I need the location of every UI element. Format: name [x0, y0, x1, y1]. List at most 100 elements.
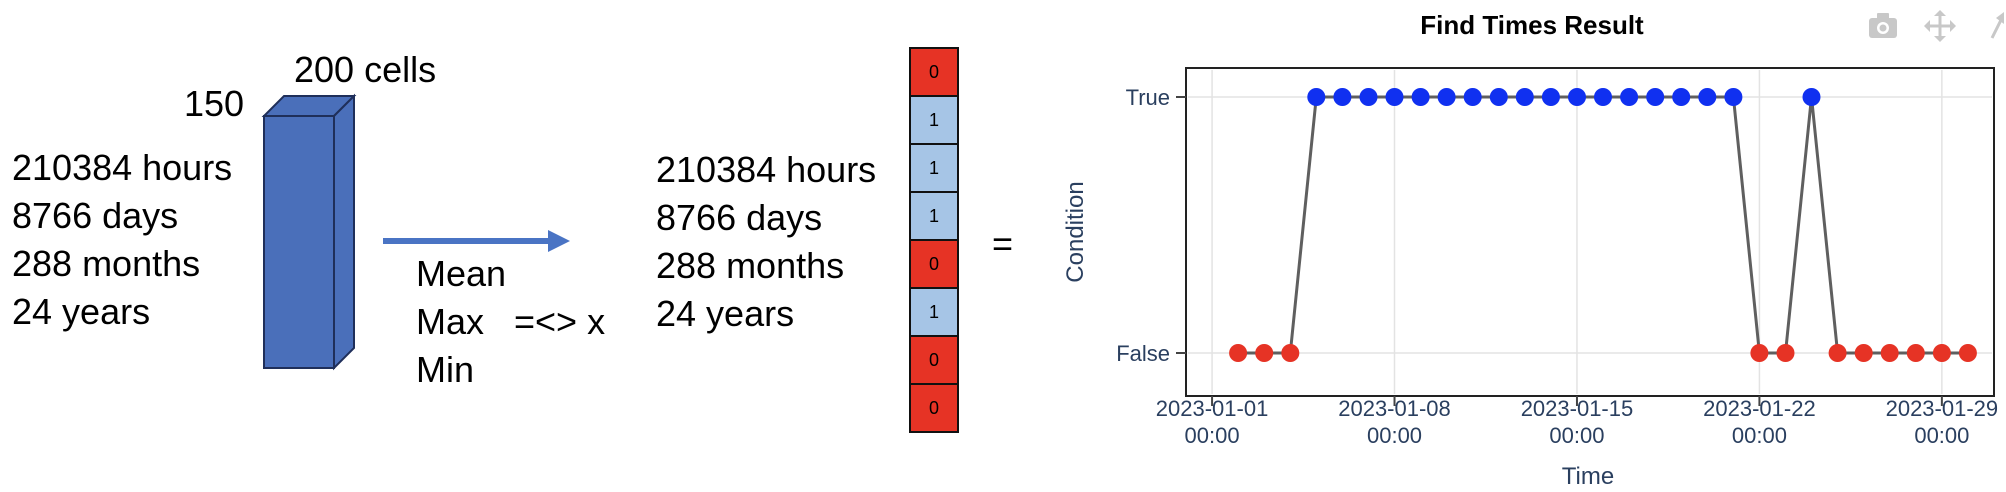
y-axis-title: Condition — [1062, 181, 1089, 282]
output-cell: 0 — [909, 383, 959, 433]
data-point[interactable] — [1385, 88, 1404, 106]
output-time-months: 288 months — [656, 245, 844, 286]
x-tick-label-time: 00:00 — [1367, 423, 1422, 448]
output-cell-box — [909, 239, 959, 289]
data-point[interactable] — [1359, 88, 1378, 106]
data-point[interactable] — [1880, 344, 1899, 362]
x-tick-label-time: 00:00 — [1549, 423, 1604, 448]
output-cell-value: 1 — [929, 302, 939, 322]
input-time-days: 8766 days — [12, 195, 178, 236]
camera-icon[interactable] — [1869, 13, 1897, 38]
chart-title: Find Times Result — [1420, 10, 1644, 40]
output-cell-value: 0 — [929, 62, 939, 82]
input-time-dimensions: 210384 hours 8766 days 288 months 24 yea… — [12, 147, 232, 332]
pan-icon[interactable] — [1924, 10, 1956, 42]
cube-depth-label: 150 — [184, 83, 244, 124]
output-cell-box — [909, 383, 959, 433]
x-tick-label-time: 00:00 — [1185, 423, 1240, 448]
x-tick-label: 2023-01-22 — [1703, 396, 1816, 421]
data-point[interactable] — [1281, 344, 1300, 362]
data-point[interactable] — [1437, 88, 1456, 106]
output-cell-box — [909, 335, 959, 385]
output-cell-value: 1 — [929, 206, 939, 226]
operation-arrow — [383, 230, 570, 252]
data-point[interactable] — [1698, 88, 1717, 106]
output-cell-box — [909, 191, 959, 241]
function-min: Min — [416, 349, 474, 390]
data-point[interactable] — [1541, 88, 1560, 106]
data-point[interactable] — [1594, 88, 1612, 106]
output-time-years: 24 years — [656, 293, 794, 334]
output-cell: 1 — [909, 191, 959, 241]
x-tick-label-time: 00:00 — [1914, 423, 1969, 448]
output-cell: 0 — [909, 335, 959, 385]
data-point[interactable] — [1620, 88, 1639, 106]
data-point[interactable] — [1828, 344, 1847, 362]
y-axis: False True — [1116, 85, 1186, 366]
x-tick-label: 2023-01-29 — [1886, 396, 1999, 421]
input-time-months: 288 months — [12, 243, 200, 284]
x-axis: 2023-01-0100:002023-01-0800:002023-01-15… — [1156, 396, 1998, 448]
series-markers — [1229, 88, 1977, 362]
data-point[interactable] — [1333, 88, 1352, 106]
data-point[interactable] — [1906, 344, 1925, 362]
x-tick-label: 2023-01-15 — [1521, 396, 1634, 421]
data-point[interactable] — [1229, 344, 1248, 362]
input-time-years: 24 years — [12, 291, 150, 332]
data-point[interactable] — [1958, 344, 1977, 362]
function-mean: Mean — [416, 253, 506, 294]
operation-functions: Mean Max Min =<> x — [416, 253, 605, 390]
data-point[interactable] — [1463, 88, 1482, 106]
function-max: Max — [416, 301, 484, 342]
data-point[interactable] — [1255, 344, 1274, 362]
y-tick-label: False — [1116, 341, 1170, 366]
output-cell: 1 — [909, 287, 959, 337]
output-cell-value: 0 — [929, 254, 939, 274]
input-time-hours: 210384 hours — [12, 147, 232, 188]
cube-front-face — [263, 115, 335, 369]
output-cell: 1 — [909, 143, 959, 193]
output-time-dimensions: 210384 hours 8766 days 288 months 24 yea… — [656, 149, 876, 334]
data-point[interactable] — [1515, 88, 1534, 106]
data-point[interactable] — [1646, 88, 1665, 106]
output-cell-box — [909, 95, 959, 145]
output-time-hours: 210384 hours — [656, 149, 876, 190]
output-cell-value: 0 — [929, 350, 939, 370]
data-point[interactable] — [1932, 344, 1951, 362]
input-data-cube — [261, 93, 357, 371]
data-point[interactable] — [1568, 88, 1586, 106]
data-point[interactable] — [1776, 344, 1795, 362]
output-cell-value: 0 — [929, 398, 939, 418]
output-time-days: 8766 days — [656, 197, 822, 238]
data-point[interactable] — [1724, 88, 1743, 106]
output-cell: 0 — [909, 47, 959, 97]
x-tick-label: 2023-01-01 — [1156, 396, 1269, 421]
cube-side-face — [333, 93, 355, 371]
expand-icon[interactable] — [1990, 12, 2004, 39]
y-tick-label: True — [1126, 85, 1170, 110]
x-tick-label-time: 00:00 — [1732, 423, 1787, 448]
plot-frame — [1185, 67, 1995, 397]
data-point[interactable] — [1750, 344, 1769, 362]
x-axis-title: Time — [1562, 463, 1614, 490]
output-cell: 1 — [909, 95, 959, 145]
output-cell-value: 1 — [929, 110, 939, 130]
cube-width-label: 200 cells — [294, 49, 436, 90]
data-point[interactable] — [1489, 88, 1508, 106]
equals-sign: = — [992, 223, 1013, 264]
data-point[interactable] — [1854, 344, 1873, 362]
x-tick-label: 2023-01-08 — [1338, 396, 1451, 421]
data-point[interactable] — [1307, 88, 1326, 106]
output-cell-box — [909, 47, 959, 97]
arrow-head — [548, 230, 570, 252]
data-point[interactable] — [1672, 88, 1691, 106]
comparison-operator: =<> x — [514, 301, 605, 342]
plot-toolbar — [1869, 10, 2004, 42]
data-point[interactable] — [1802, 88, 1821, 106]
output-cell-value: 1 — [929, 158, 939, 178]
output-cell-column: 0 1 1 1 0 1 0 0 — [909, 47, 959, 433]
plot-area — [1185, 67, 1995, 397]
data-point[interactable] — [1411, 88, 1430, 106]
output-cell: 0 — [909, 239, 959, 289]
